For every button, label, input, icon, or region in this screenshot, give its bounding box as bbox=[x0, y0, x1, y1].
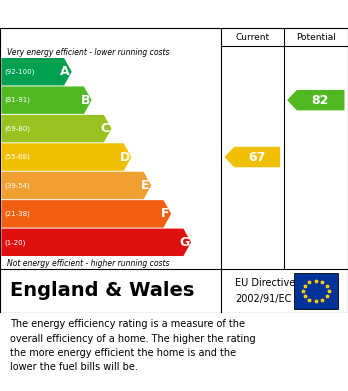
Polygon shape bbox=[224, 147, 280, 167]
Polygon shape bbox=[1, 115, 111, 142]
Text: D: D bbox=[119, 151, 130, 163]
Polygon shape bbox=[1, 172, 151, 199]
Text: (55-68): (55-68) bbox=[4, 154, 30, 160]
Polygon shape bbox=[287, 90, 345, 110]
Text: England & Wales: England & Wales bbox=[10, 282, 195, 301]
Text: (92-100): (92-100) bbox=[4, 68, 34, 75]
Text: F: F bbox=[161, 207, 169, 221]
Text: Potential: Potential bbox=[296, 32, 336, 41]
Text: Not energy efficient - higher running costs: Not energy efficient - higher running co… bbox=[7, 258, 169, 267]
Text: 2002/91/EC: 2002/91/EC bbox=[235, 294, 291, 304]
Text: B: B bbox=[80, 94, 90, 107]
Text: E: E bbox=[141, 179, 150, 192]
Text: EU Directive: EU Directive bbox=[235, 278, 295, 288]
Bar bbox=[294, 273, 338, 310]
Text: (39-54): (39-54) bbox=[4, 182, 30, 189]
Polygon shape bbox=[1, 200, 171, 228]
Text: (1-20): (1-20) bbox=[4, 239, 25, 246]
Text: 67: 67 bbox=[248, 151, 265, 163]
Text: C: C bbox=[101, 122, 110, 135]
Text: Current: Current bbox=[235, 32, 269, 41]
Text: G: G bbox=[179, 236, 189, 249]
Polygon shape bbox=[1, 58, 72, 86]
Text: The energy efficiency rating is a measure of the
overall efficiency of a home. T: The energy efficiency rating is a measur… bbox=[10, 319, 256, 373]
Text: 82: 82 bbox=[311, 94, 329, 107]
Text: A: A bbox=[60, 65, 70, 78]
Text: Very energy efficient - lower running costs: Very energy efficient - lower running co… bbox=[7, 47, 169, 57]
Text: Energy Efficiency Rating: Energy Efficiency Rating bbox=[10, 7, 220, 22]
Polygon shape bbox=[1, 229, 191, 256]
Text: (21-38): (21-38) bbox=[4, 211, 30, 217]
Text: (81-91): (81-91) bbox=[4, 97, 30, 103]
Polygon shape bbox=[1, 143, 132, 171]
Polygon shape bbox=[1, 86, 92, 114]
Text: (69-80): (69-80) bbox=[4, 126, 30, 132]
